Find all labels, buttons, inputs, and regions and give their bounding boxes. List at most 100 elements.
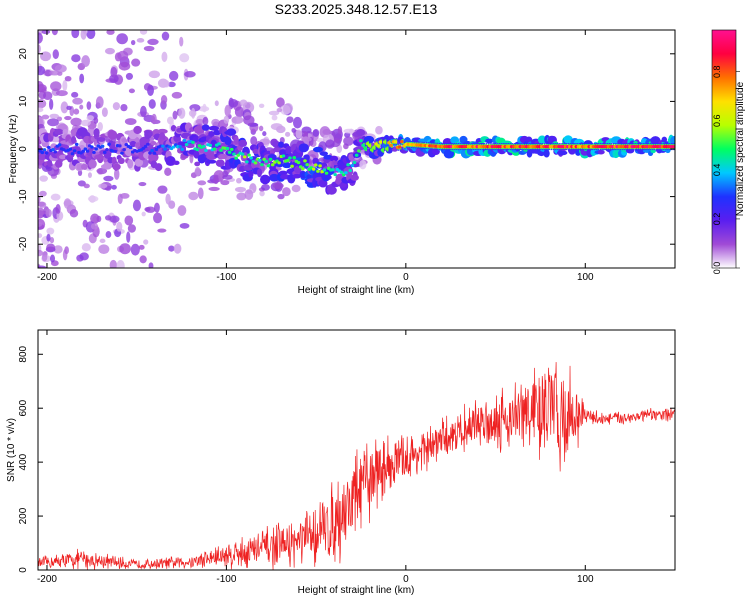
- spectrogram-noise-blob: [295, 129, 303, 139]
- ridge-core: [268, 157, 273, 161]
- spectrogram-noise-blob: [49, 254, 56, 263]
- spectrogram-noise-blob: [101, 107, 108, 118]
- ridge-core: [122, 147, 126, 152]
- spectrogram-noise-blob: [191, 107, 196, 119]
- spectrogram-band-blob: [94, 154, 105, 160]
- spectrogram-band-blob: [298, 143, 309, 153]
- spectrogram-noise-blob: [234, 186, 247, 193]
- spectrogram-noise-blob: [86, 115, 94, 121]
- spectrogram-noise-blob: [344, 132, 351, 138]
- snr-series: [38, 362, 675, 570]
- spectrogram-noise-blob: [244, 189, 254, 200]
- ridge-core: [178, 144, 182, 149]
- ridge-core: [380, 148, 385, 152]
- ridge-core: [152, 151, 157, 155]
- ridge-core: [107, 142, 111, 146]
- spectrogram-noise-blob: [258, 103, 265, 108]
- spectrogram-noise-blob: [95, 96, 104, 109]
- spectrogram-noise-blob: [45, 208, 52, 218]
- ridge-core: [180, 147, 185, 151]
- spectrogram-band-blob: [318, 179, 328, 188]
- spectrogram-noise-blob: [97, 122, 103, 132]
- snr-plot-area: [38, 330, 675, 570]
- ridge-core: [245, 160, 249, 164]
- spectrogram-band-blob: [97, 136, 106, 142]
- spectrogram-x-tick-label: 0: [403, 272, 409, 283]
- spectrogram-noise-blob: [38, 43, 41, 54]
- ridge-core: [201, 144, 206, 149]
- ridge-core: [262, 157, 266, 161]
- spectrogram-band-blob: [443, 149, 455, 159]
- spectrogram-band-blob: [269, 173, 280, 182]
- spectrogram-band-blob: [563, 135, 573, 144]
- ridge-core: [346, 163, 350, 167]
- spectrogram-noise-blob: [120, 103, 128, 112]
- colorbar-tick-label: 0.2: [712, 213, 722, 226]
- spectrogram-noise-blob: [301, 136, 312, 142]
- spectrogram-noise-blob: [258, 125, 264, 132]
- spectrogram-noise-blob: [46, 233, 51, 242]
- snr-panel: -200 -100 0 100 0 200 400 600 800 Height of str…: [6, 329, 676, 596]
- spectrogram-noise-blob: [86, 101, 92, 110]
- spectrogram-noise-blob: [164, 167, 172, 177]
- spectrogram-noise-blob: [167, 81, 176, 88]
- spectrogram-y-ticks: -20 -10 0 10 20: [18, 48, 675, 251]
- spectrogram-band-blob: [338, 183, 347, 188]
- spectrogram-noise-blob: [179, 53, 190, 63]
- spectrogram-band-blob: [193, 150, 200, 159]
- spectrogram-noise-blob: [325, 139, 335, 149]
- spectrogram-noise-blob: [143, 45, 155, 52]
- spectrogram-noise-blob: [41, 88, 47, 93]
- ridge-core: [234, 156, 238, 160]
- spectrogram-noise-blob: [144, 207, 151, 212]
- spectrogram-noise-blob: [343, 128, 355, 134]
- spectrogram-noise-blob: [131, 58, 141, 67]
- ridge-core: [367, 144, 372, 148]
- spectrogram-noise-blob: [93, 117, 99, 124]
- spectrogram-band-blob: [218, 153, 228, 160]
- spectrogram-noise-blob: [284, 131, 291, 137]
- spectrogram-noise-blob: [259, 190, 265, 197]
- colorbar-label: Normalized spectral amplitude: [735, 81, 746, 216]
- spectrogram-noise-blob: [46, 243, 56, 252]
- spectrogram-band-blob: [256, 168, 263, 178]
- spectrogram-noise-blob: [291, 127, 296, 133]
- spectrogram-band-blob: [170, 125, 177, 132]
- spectrogram-noise-blob: [271, 114, 278, 121]
- spectrogram-x-axis-label: Height of straight line (km): [298, 285, 415, 296]
- ridge-core: [331, 168, 335, 172]
- spectrogram-noise-blob: [276, 97, 285, 108]
- ridge-core: [100, 144, 105, 148]
- snr-x-tick-label: 100: [577, 574, 594, 585]
- spectrogram-noise-blob: [71, 54, 81, 63]
- spectrogram-band-blob: [319, 151, 328, 156]
- ridge-core: [372, 145, 376, 149]
- spectrogram-band-blob: [323, 177, 329, 182]
- spectrogram-noise-blob: [262, 131, 267, 137]
- spectrogram-x-tick-label: 100: [577, 272, 594, 283]
- snr-x-ticks: -200 -100 0 100: [37, 330, 594, 585]
- spectrogram-noise-blob: [128, 88, 135, 94]
- spectrogram-noise-blob: [250, 136, 258, 146]
- spectrogram-noise-blob: [49, 237, 55, 244]
- ridge-core: [354, 153, 359, 157]
- spectrogram-noise-blob: [42, 91, 53, 100]
- ridge-core: [305, 163, 309, 167]
- spectrogram-noise-blob: [38, 221, 43, 227]
- spectrogram-noise-blob: [130, 40, 136, 46]
- spectrogram-noise-blob: [211, 118, 220, 127]
- ridge-core: [264, 159, 269, 163]
- spectrogram-noise-blob: [197, 180, 207, 186]
- spectrogram-noise-blob: [41, 30, 51, 35]
- ridge-core: [389, 143, 393, 148]
- spectrogram-noise-blob: [80, 30, 87, 40]
- ridge-core: [277, 161, 281, 165]
- ridge-core: [57, 143, 62, 147]
- ridge-core: [225, 146, 230, 151]
- spectrogram-band-blob: [88, 159, 97, 169]
- spectrogram-noise-blob: [119, 243, 131, 255]
- ridge-core: [227, 150, 232, 154]
- spectrogram-noise-blob: [71, 30, 80, 39]
- ridge-core: [257, 158, 262, 162]
